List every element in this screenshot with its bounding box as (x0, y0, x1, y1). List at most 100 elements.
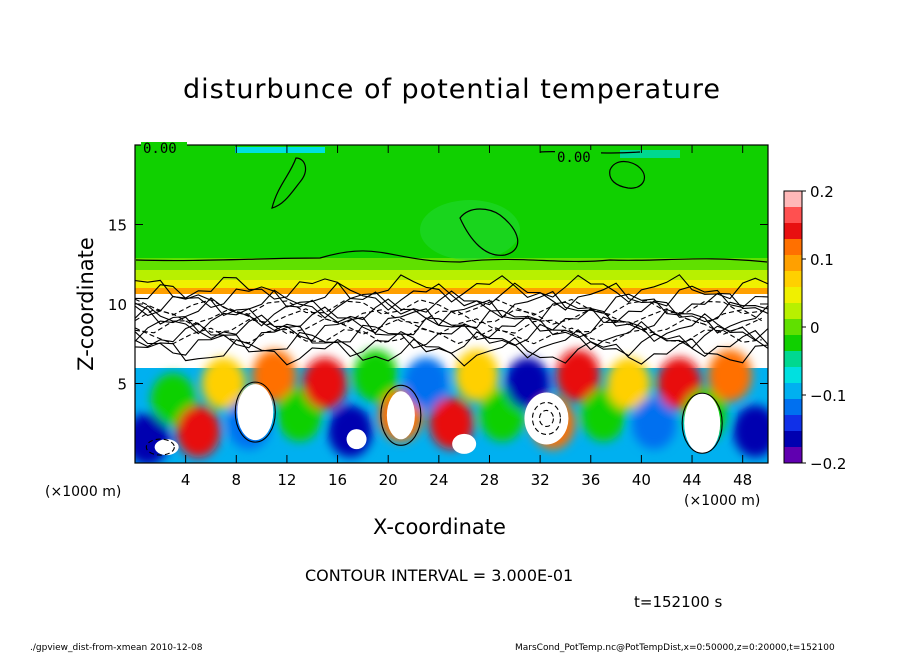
x-tick-label: 20 (379, 471, 398, 489)
dashed-contour (145, 438, 175, 456)
x-tick-label: 44 (682, 471, 701, 489)
cell-contour (681, 392, 723, 454)
contour-label-1: 0.00 (143, 141, 177, 157)
convection-cell (404, 357, 449, 410)
y-axis-ticks: 5 10 15 (108, 217, 768, 394)
white-core (684, 393, 721, 454)
transition-band-4 (135, 288, 768, 296)
convection-cell (353, 349, 398, 402)
colorbar-segment (784, 431, 802, 448)
colorbar-tick-label: 0.1 (810, 251, 834, 269)
colorbar (784, 191, 802, 464)
convection-cell (328, 405, 373, 458)
x-tick-label: 40 (632, 471, 651, 489)
contour-label-group: 0.00 0.00 (141, 141, 601, 166)
upper-contour-island-1 (271, 157, 307, 209)
colorbar-segment (784, 351, 802, 368)
lower-layer-white-cores (154, 384, 721, 456)
dashed-contours (135, 298, 762, 456)
upper-contours (135, 150, 768, 263)
colorbar-segment (784, 255, 802, 272)
light-patch (420, 200, 520, 260)
upper-contour-island-2 (459, 208, 519, 256)
contour-line (135, 320, 768, 351)
colorbar-segment (784, 191, 802, 208)
colorbar-segment (784, 367, 802, 384)
colorbar-segment (784, 319, 802, 336)
contour-label-2: 0.00 (557, 150, 591, 166)
x-tick-label: 32 (531, 471, 550, 489)
convection-cell (606, 357, 651, 410)
colorbar-segment (784, 223, 802, 240)
x-axis-ticks: 4 8 12 16 20 24 28 32 36 40 44 48 (181, 145, 752, 489)
white-core (154, 439, 179, 456)
x-tick-label: 28 (480, 471, 499, 489)
white-core (386, 391, 415, 440)
white-core (237, 384, 274, 441)
transition-band-2 (135, 270, 768, 282)
y-axis-label: Z-coordinate (74, 237, 98, 371)
dashed-contour-line (135, 298, 762, 316)
convection-cell (733, 405, 768, 458)
contour-interval-text: CONTOUR INTERVAL = 3.000E-01 (305, 566, 574, 585)
upper-contour-island-3 (609, 160, 645, 189)
x-tick-label: 24 (429, 471, 448, 489)
x-tick-label: 8 (232, 471, 242, 489)
y-tick-label: 5 (117, 376, 127, 394)
y-tick-label: 10 (108, 296, 127, 314)
cell-contour (380, 384, 422, 446)
x-unit-note: (×1000 m) (684, 493, 761, 509)
cyan-patch-1 (235, 147, 325, 153)
colorbar-tick-label: −0.2 (810, 455, 846, 473)
colorbar-segment (784, 271, 802, 288)
colorbar-ticks: 0.2 0.1 0 −0.1 −0.2 (802, 183, 846, 473)
convection-cell (302, 357, 347, 410)
contour-line (135, 313, 768, 343)
x-tick-label: 12 (277, 471, 296, 489)
chart-title: disturbunce of potential temperature (183, 74, 721, 105)
white-core (452, 433, 477, 454)
colorbar-segment (784, 447, 802, 464)
colorbar-segment (784, 239, 802, 256)
convection-cell (556, 349, 601, 402)
heatmap-field (135, 145, 768, 463)
footer-right: MarsCond_PotTemp.nc@PotTempDist,x=0:5000… (515, 643, 835, 653)
contour-line (135, 281, 768, 311)
white-core (524, 392, 569, 445)
x-tick-label: 48 (733, 471, 752, 489)
colorbar-segment (784, 287, 802, 304)
contour-line (135, 328, 768, 359)
footer-left: ./gpview_dist-from-xmean 2010-12-08 (30, 643, 203, 653)
x-axis-label: X-coordinate (373, 515, 506, 539)
dashed-contour-line (135, 327, 762, 345)
colorbar-segment (784, 415, 802, 432)
colorbar-segment (784, 383, 802, 400)
upper-contour-main (135, 250, 768, 263)
x-tick-label: 4 (181, 471, 191, 489)
dashed-contour (538, 409, 555, 428)
dashed-contour-line (135, 317, 762, 335)
colorbar-tick-label: −0.1 (810, 387, 846, 405)
x-tick-label: 16 (328, 471, 347, 489)
cyan-patch-2 (620, 150, 680, 158)
transition-band-3 (135, 280, 768, 290)
time-text: t=152100 s (634, 593, 723, 611)
colorbar-tick-label: 0 (810, 319, 820, 337)
convection-cell (632, 397, 677, 450)
colorbar-segment (784, 399, 802, 416)
transition-band-1 (135, 258, 768, 272)
colorbar-segment (784, 207, 802, 224)
y-tick-label: 15 (108, 217, 127, 235)
x-tick-label: 36 (581, 471, 600, 489)
contour-line (135, 289, 768, 319)
colorbar-segment (784, 303, 802, 320)
colorbar-tick-label: 0.2 (810, 183, 834, 201)
convection-cell (176, 405, 221, 458)
convection-cell (454, 349, 499, 402)
cell-contour (234, 381, 276, 443)
convection-cell (201, 357, 246, 410)
dashed-contour (531, 401, 562, 436)
convection-cell (708, 349, 753, 402)
white-core (346, 429, 367, 450)
